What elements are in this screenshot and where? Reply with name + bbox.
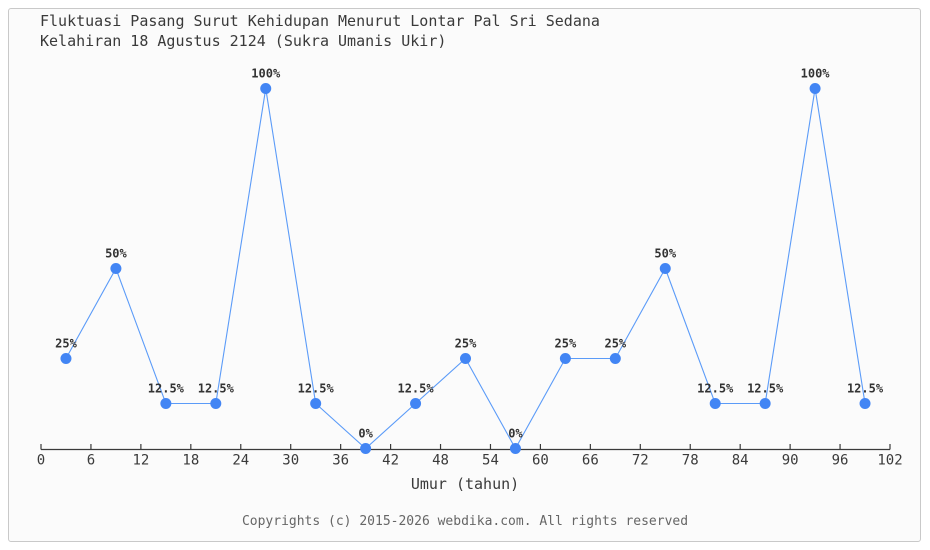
life-cycle-line: [65, 88, 866, 450]
data-point-label: 12.5%: [697, 382, 734, 396]
data-point-label: 12.5%: [198, 382, 235, 396]
data-point-marker: [210, 398, 222, 409]
x-axis-tick-label: 48: [432, 453, 449, 469]
data-point-marker: [609, 353, 621, 364]
data-point-marker: [509, 443, 521, 454]
x-axis-tick-label: 24: [232, 453, 249, 469]
data-point-marker: [859, 398, 871, 409]
data-point-marker: [110, 263, 122, 274]
chart-frame: [8, 8, 921, 542]
data-point-marker: [410, 398, 422, 409]
x-axis-tick-label: 18: [182, 453, 199, 469]
data-point-marker: [659, 263, 671, 274]
data-point-label: 100%: [251, 67, 281, 81]
data-point-label: 12.5%: [847, 382, 884, 396]
footer-copyright: Copyrights (c) 2015-2026 webdika.com. Al…: [241, 514, 689, 529]
chart-title: Fluktuasi Pasang Surut Kehidupan Menurut…: [40, 11, 600, 51]
x-axis-tick-label: 72: [632, 453, 649, 469]
data-point-label: 12.5%: [298, 382, 335, 396]
data-point-label: 0%: [508, 427, 523, 441]
data-point-marker: [809, 83, 821, 94]
data-point-marker: [260, 83, 272, 94]
x-axis-tick-label: 30: [282, 453, 299, 469]
data-point-marker: [460, 353, 471, 364]
data-point-marker: [759, 398, 771, 409]
x-axis-tick-label: 54: [482, 453, 499, 469]
data-point-label: 12.5%: [747, 382, 784, 396]
chart-title-line1: Fluktuasi Pasang Surut Kehidupan Menurut…: [40, 12, 600, 30]
data-point-marker: [310, 398, 322, 409]
data-point-marker: [709, 398, 721, 409]
x-axis-tick-label: 6: [87, 453, 95, 469]
x-axis-tick-label: 12: [132, 453, 149, 469]
x-axis-tick-label: 36: [332, 453, 349, 469]
x-axis-label: Umur (tahun): [410, 475, 520, 493]
data-point-label: 25%: [604, 337, 626, 351]
data-point-marker: [160, 398, 172, 409]
x-axis-tick-label: 66: [582, 453, 599, 469]
x-axis-tick-label: 60: [532, 453, 549, 469]
data-point-label: 50%: [105, 247, 127, 261]
x-axis-tick-label: 96: [832, 453, 849, 469]
data-point-label: 50%: [654, 247, 676, 261]
data-point-label: 25%: [555, 337, 577, 351]
data-point-label: 25%: [55, 337, 77, 351]
data-point-marker: [360, 443, 372, 454]
data-point-label: 12.5%: [148, 382, 185, 396]
data-point-label: 12.5%: [397, 382, 434, 396]
chart-title-line2: Kelahiran 18 Agustus 2124 (Sukra Umanis …: [40, 32, 447, 50]
x-axis-tick-label: 84: [732, 453, 749, 469]
data-point-label: 100%: [801, 67, 831, 81]
x-axis-tick-label: 42: [382, 453, 399, 469]
x-axis-tick-label: 90: [782, 453, 799, 469]
data-point-label: 0%: [358, 427, 373, 441]
x-axis-tick-label: 78: [682, 453, 699, 469]
x-axis-tick-label: 0: [37, 453, 45, 469]
data-point-marker: [559, 353, 571, 364]
data-point-label: 25%: [455, 337, 477, 351]
data-point-marker: [60, 353, 72, 364]
x-axis-tick-label: 102: [877, 453, 902, 469]
